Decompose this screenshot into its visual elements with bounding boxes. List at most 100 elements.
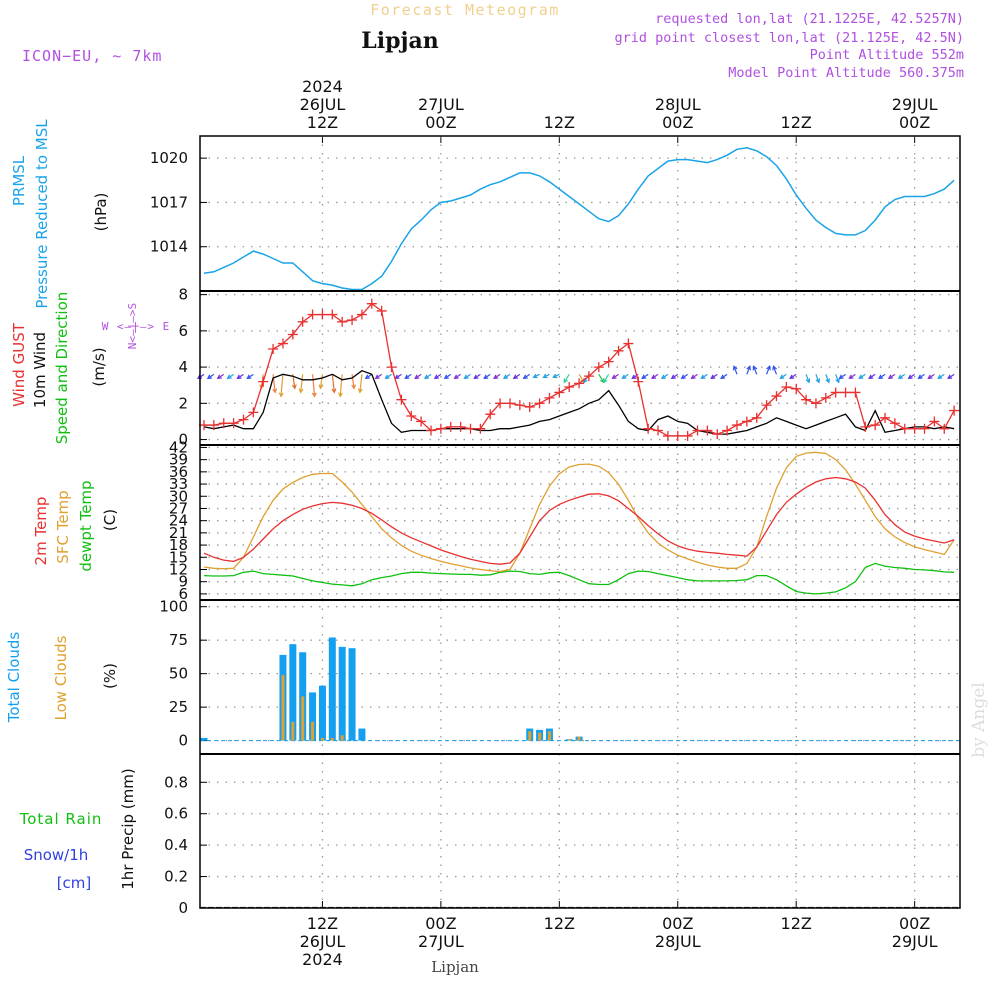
gust-marker	[672, 430, 683, 441]
precip-panel: Total Rain Snow/1h [cm] 1hr Precip (mm) …	[19, 754, 960, 917]
dewpt-label: dewpt Temp	[77, 480, 95, 571]
y-tick-label: 2	[178, 394, 188, 412]
wind-arrow-head	[473, 374, 479, 380]
gust-marker	[307, 309, 318, 320]
bottom-axis-label: 00Z	[425, 914, 456, 933]
wind-arrow-head	[947, 374, 953, 380]
outer-frame	[199, 135, 961, 909]
wind-arrow	[733, 366, 738, 375]
gust-marker	[386, 362, 397, 373]
gust-marker	[949, 405, 960, 416]
wind-arrow	[563, 374, 570, 383]
wind-arrow-head	[423, 374, 430, 380]
wind-arrow-head	[700, 374, 706, 380]
wind-arrow-head	[493, 374, 499, 380]
low-cloud-bar	[311, 721, 315, 741]
wind-arrow-head	[766, 365, 771, 371]
precip-unit-label: 1hr Precip (mm)	[119, 768, 137, 889]
gust-marker	[504, 398, 515, 409]
y-tick-label: 0.4	[164, 836, 188, 854]
precip-y-ticks: 0 0.2 0.4 0.6 0.8	[164, 754, 960, 917]
wind-arrow-head	[710, 374, 716, 380]
wind-arrow-head	[311, 392, 317, 398]
wind-arrow	[319, 374, 324, 389]
gust-marker	[870, 420, 881, 431]
wind-arrow-head	[927, 374, 933, 380]
wind-arrow-head	[318, 384, 324, 390]
gust-marker	[919, 423, 930, 434]
wind-gust-markers	[199, 298, 960, 441]
y-tick-label: 8	[178, 286, 188, 304]
ms-unit-label: (m/s)	[90, 347, 108, 386]
wind-arrow-head	[650, 374, 657, 380]
top-axis-label: 28JUL	[655, 95, 701, 114]
gust-marker	[435, 423, 446, 434]
gust-marker	[228, 418, 239, 429]
y-tick-label: 24	[169, 512, 188, 530]
low-cloud-bar	[330, 737, 334, 741]
gust-marker	[455, 421, 466, 432]
gust-marker	[277, 338, 288, 349]
top-axis-label: 12Z	[781, 113, 812, 132]
wind-gust-label: Wind GUST	[10, 322, 28, 407]
gust-marker	[208, 420, 219, 431]
gust-marker	[248, 407, 259, 418]
y-tick-label: 0.8	[164, 773, 188, 791]
y-tick-label: 12	[169, 560, 188, 578]
requested-coords: requested lon,lat (21.1225E, 42.5257N)	[655, 11, 964, 27]
low-cloud-bar	[528, 731, 532, 741]
wind-y-ticks: 0 2 4 6 8	[178, 286, 960, 449]
wind-arrow	[835, 374, 840, 383]
wind-arrow-head	[789, 374, 795, 380]
gust-marker	[613, 345, 624, 356]
low-cloud-bar	[301, 696, 305, 741]
y-tick-label: 0.6	[164, 805, 188, 823]
wind-arrow-head	[552, 373, 558, 379]
wind-arrow-head	[563, 378, 568, 384]
wind-arrow-head	[868, 374, 874, 380]
gust-marker	[633, 376, 644, 387]
gust-marker	[939, 423, 950, 434]
wind-arrow-head	[897, 374, 903, 380]
wind-arrow	[339, 374, 343, 397]
wind-arrow-head	[660, 374, 666, 380]
y-tick-label: 0.2	[164, 868, 188, 886]
wind-arrow-head	[772, 365, 777, 371]
snow-label: Snow/1h	[24, 846, 89, 864]
low-cloud-bar	[320, 737, 324, 741]
wind-arrow-head	[858, 374, 864, 380]
wind-arrow-head	[611, 374, 617, 380]
gust-marker	[396, 394, 407, 405]
chart-title: Forecast Meteogram	[370, 1, 560, 19]
wind-arrow-head	[291, 384, 297, 390]
wind-arrow-head	[779, 374, 785, 380]
gust-marker	[899, 423, 910, 434]
wind-arrow-head	[331, 388, 337, 394]
temp-sfc-label: SFC Temp	[54, 490, 72, 563]
wind-arrow-head	[670, 374, 676, 380]
top-axis-label: 12Z	[544, 113, 575, 132]
wind-arrow-head	[463, 374, 469, 380]
gust-marker	[653, 425, 664, 436]
gust-marker	[741, 416, 752, 427]
temp-2m-line	[203, 476, 955, 565]
point-altitude: Point Altitude 552m	[810, 47, 964, 63]
footer-location: Lipjan	[431, 958, 479, 976]
total-cloud-bar	[328, 637, 336, 741]
model-label: ICON−EU, ~ 7km	[22, 47, 162, 65]
wind-arrow-head	[532, 373, 538, 379]
low-cloud-bar	[538, 732, 542, 741]
gust-marker	[337, 316, 348, 327]
top-axis-label: 27JUL	[418, 95, 464, 114]
wind-arrow	[603, 374, 610, 383]
wind-arrow-head	[805, 378, 811, 384]
wind-arrow	[598, 374, 605, 383]
gust-marker	[801, 394, 812, 405]
wind-arrow-head	[522, 374, 528, 380]
bottom-axis-label: 2024	[302, 950, 343, 969]
clouds-y-ticks: 0 25 50 75 100	[159, 598, 960, 754]
snow-unit-label: [cm]	[57, 874, 92, 892]
